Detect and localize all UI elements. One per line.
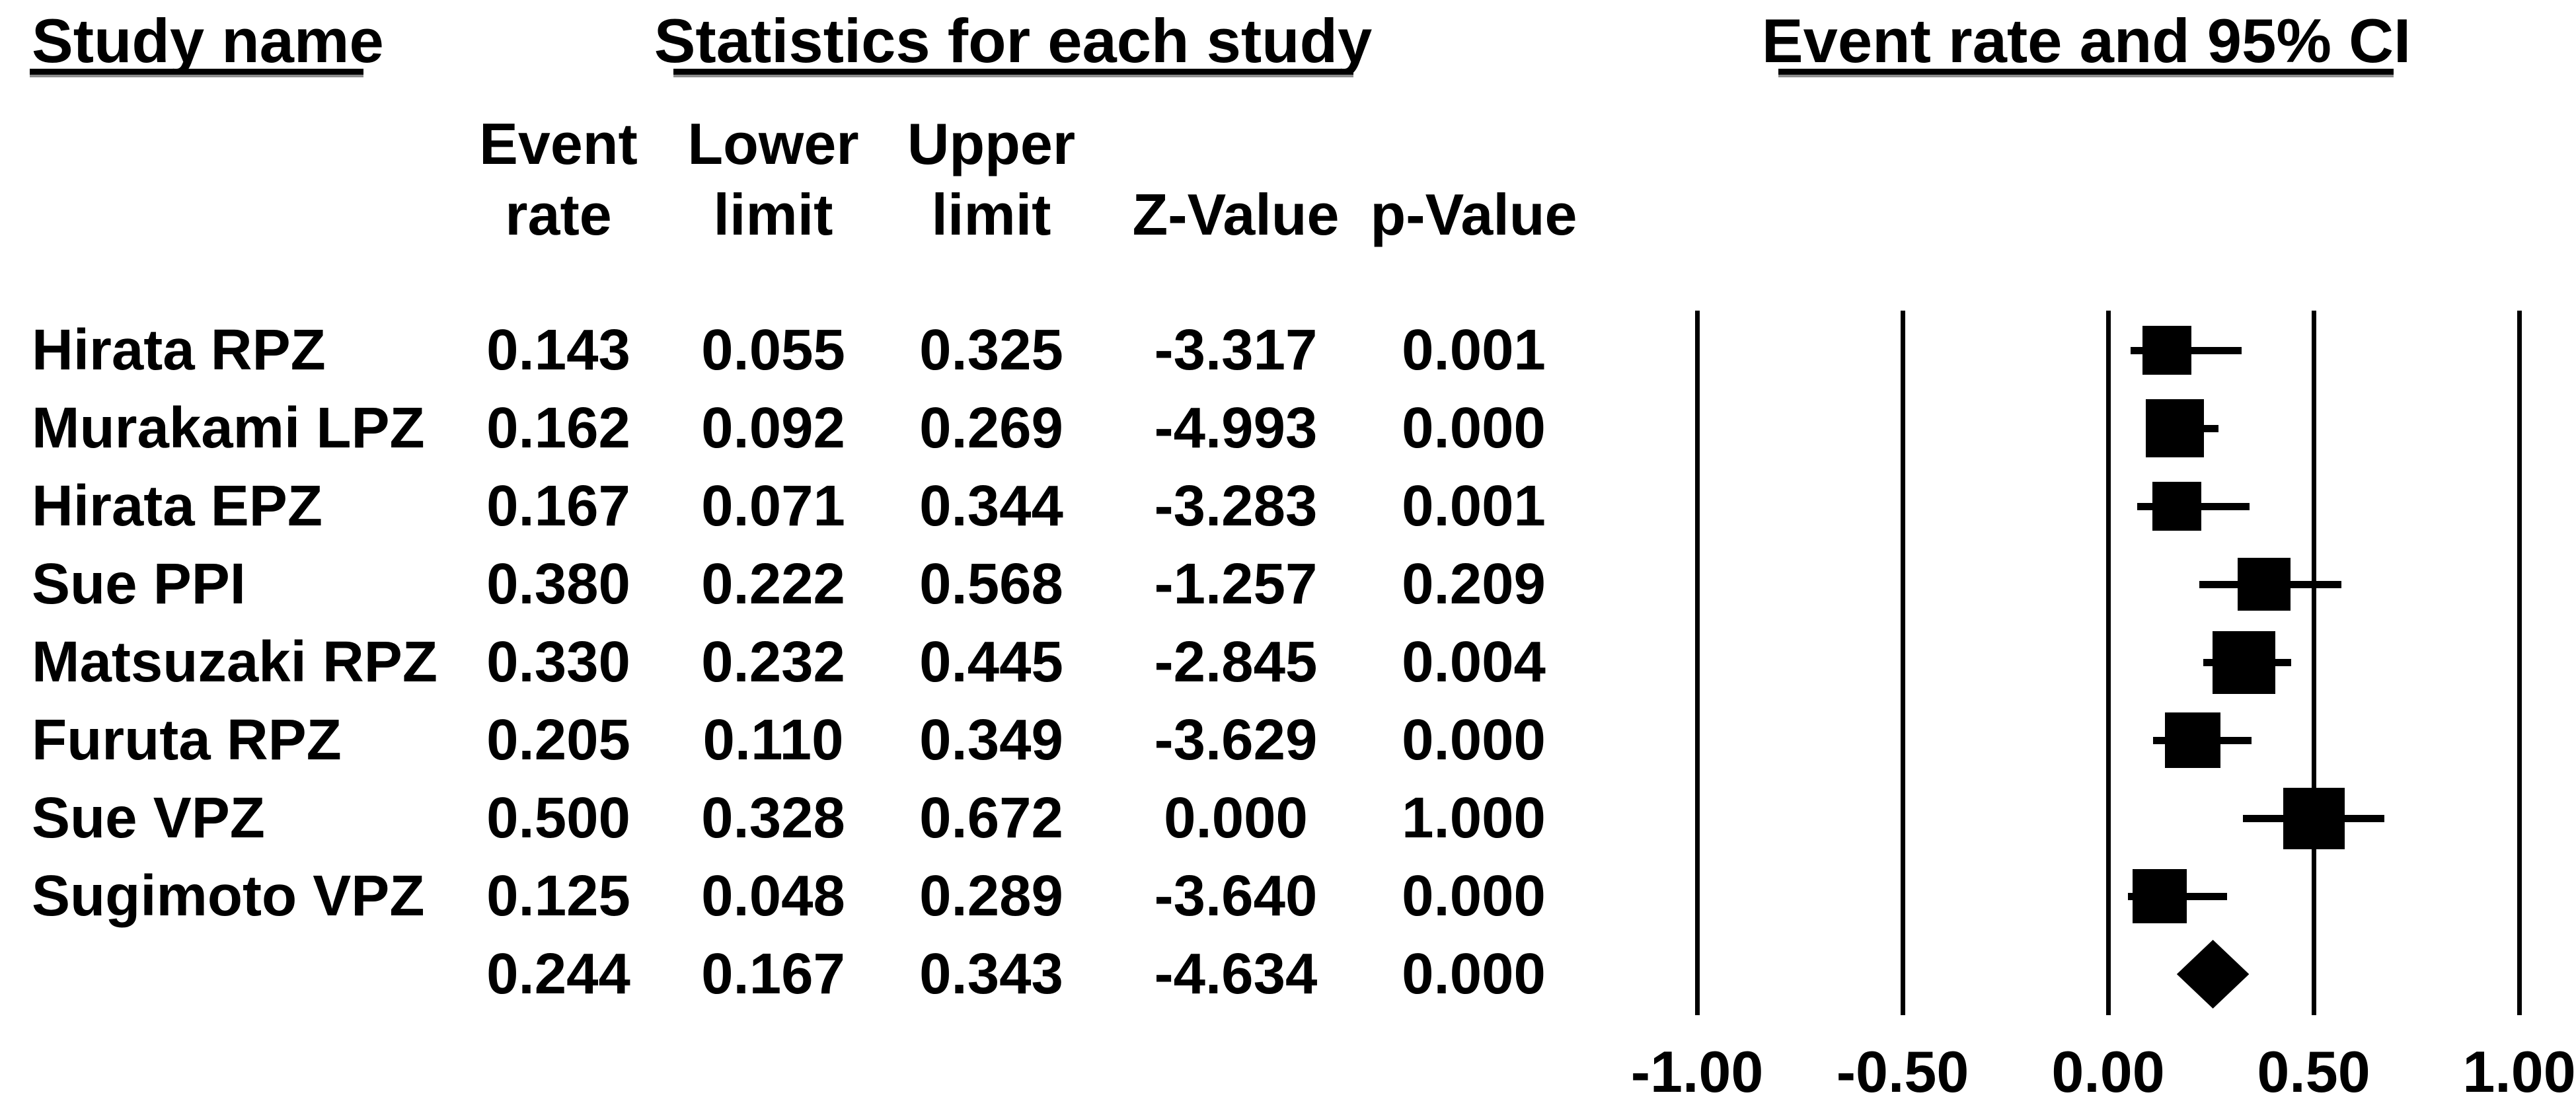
column-header-lower-line2: limit [713, 182, 833, 247]
stat-cell: 0.143 [486, 318, 630, 382]
effect-square [2145, 399, 2204, 457]
stat-cell: 0.209 [1402, 552, 1546, 616]
stat-cell: -3.640 [1154, 864, 1318, 928]
axis-gridline [2311, 311, 2316, 1015]
stat-cell: -2.845 [1154, 630, 1318, 694]
stat-cell: -3.283 [1154, 474, 1318, 538]
stat-cell: 0.167 [486, 474, 630, 538]
study-name-title-underline [30, 69, 363, 77]
summary-diamond [2176, 940, 2250, 1009]
effect-square [2283, 787, 2345, 849]
study-name-label: Hirata EPZ [32, 474, 322, 538]
study-name-column-title: Study name [32, 6, 384, 75]
axis-gridline [1694, 311, 1700, 1015]
stat-cell: 0.110 [702, 708, 844, 772]
stat-cell: -3.317 [1154, 318, 1318, 382]
stat-cell: 0.325 [919, 318, 1063, 382]
statistics-column-title: Statistics for each study [654, 6, 1373, 75]
stat-cell: 0.125 [486, 864, 630, 928]
stat-cell: 0.055 [701, 318, 845, 382]
study-name-label: Sue PPI [32, 552, 246, 616]
stat-cell: 0.380 [486, 552, 630, 616]
axis-gridline [2517, 311, 2522, 1015]
axis-tick-label: -1.00 [1630, 1039, 1764, 1104]
axis-tick-label: 0.00 [2051, 1039, 2165, 1104]
effect-square [2212, 631, 2275, 694]
stat-cell: 0.167 [701, 942, 845, 1006]
stat-cell: 1.000 [1402, 786, 1546, 850]
effect-square [2132, 869, 2187, 923]
stat-cell: -4.993 [1154, 396, 1318, 460]
stat-cell: 0.672 [919, 786, 1063, 850]
effect-square [2142, 326, 2191, 375]
plot-column-title: Event rate and 95% CI [1761, 6, 2411, 75]
study-name-label: Furuta RPZ [32, 708, 342, 772]
effect-square [2152, 482, 2201, 531]
axis-gridline [2105, 311, 2111, 1015]
stat-cell: 0.001 [1402, 474, 1546, 538]
stat-cell: 0.344 [919, 474, 1063, 538]
stat-cell: 0.004 [1402, 630, 1546, 694]
statistics-title-underline [673, 69, 1353, 77]
axis-tick-label: 0.50 [2257, 1039, 2370, 1104]
plot-title-underline [1778, 69, 2394, 77]
stat-cell: 0.092 [701, 396, 845, 460]
column-header-upper-line1: Upper [907, 111, 1076, 176]
stat-cell: 0.500 [486, 786, 630, 850]
stat-cell: 0.232 [701, 630, 845, 694]
stat-cell: 0.071 [701, 474, 845, 538]
column-header-zvalue: Z-Value [1132, 182, 1340, 247]
stat-cell: -4.634 [1154, 942, 1318, 1006]
column-header-event-line2: rate [505, 182, 612, 247]
stat-cell: 0.269 [919, 396, 1063, 460]
stat-cell: 0.244 [486, 942, 630, 1006]
stat-cell: 0.568 [919, 552, 1063, 616]
stat-cell: 0.000 [1402, 708, 1546, 772]
stat-cell: 0.048 [701, 864, 845, 928]
study-name-label: Murakami LPZ [32, 396, 425, 460]
stat-cell: 0.205 [486, 708, 630, 772]
axis-tick-label: -0.50 [1836, 1039, 1969, 1104]
stat-cell: 0.289 [919, 864, 1063, 928]
stat-cell: 0.349 [919, 708, 1063, 772]
study-name-label: Hirata RPZ [32, 318, 326, 382]
effect-square [2164, 712, 2220, 768]
stat-cell: 0.001 [1402, 318, 1546, 382]
effect-square [2238, 558, 2291, 611]
stat-cell: 0.445 [919, 630, 1063, 694]
stat-cell: 0.000 [1402, 864, 1546, 928]
column-header-upper-line2: limit [931, 182, 1051, 247]
axis-tick-label: 1.00 [2462, 1039, 2576, 1104]
stat-cell: 0.222 [701, 552, 845, 616]
study-name-label: Sue VPZ [32, 786, 265, 850]
stat-cell: 0.162 [486, 396, 630, 460]
stat-cell: 0.000 [1402, 396, 1546, 460]
stat-cell: 0.000 [1402, 942, 1546, 1006]
stat-cell: -3.629 [1154, 708, 1318, 772]
study-name-label: Sugimoto VPZ [32, 864, 425, 928]
stat-cell: 0.330 [486, 630, 630, 694]
column-header-pvalue: p-Value [1370, 182, 1577, 247]
stat-cell: -1.257 [1154, 552, 1318, 616]
column-header-lower-line1: Lower [687, 111, 859, 176]
axis-gridline [1900, 311, 1905, 1015]
column-header-event-line1: Event [479, 111, 638, 176]
stat-cell: 0.343 [919, 942, 1063, 1006]
study-name-label: Matsuzaki RPZ [32, 630, 437, 694]
stat-cell: 0.328 [701, 786, 845, 850]
stat-cell: 0.000 [1164, 786, 1308, 850]
